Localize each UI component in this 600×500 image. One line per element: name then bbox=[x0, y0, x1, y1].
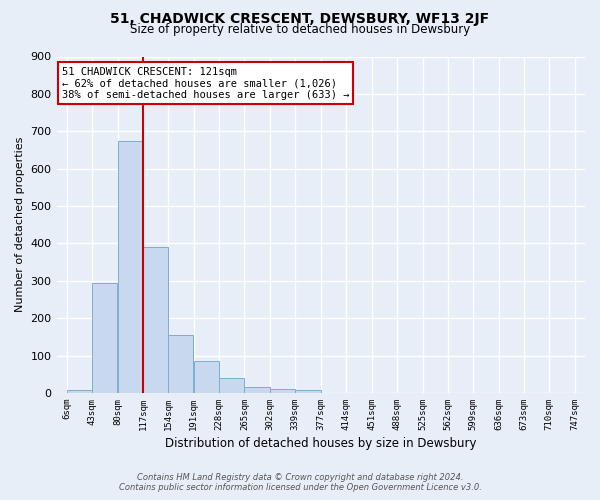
Text: 51, CHADWICK CRESCENT, DEWSBURY, WF13 2JF: 51, CHADWICK CRESCENT, DEWSBURY, WF13 2J… bbox=[110, 12, 490, 26]
Bar bbox=[244, 388, 269, 393]
Bar bbox=[143, 247, 168, 393]
Bar bbox=[169, 335, 193, 393]
Bar bbox=[67, 390, 92, 393]
Text: Size of property relative to detached houses in Dewsbury: Size of property relative to detached ho… bbox=[130, 22, 470, 36]
Text: Contains HM Land Registry data © Crown copyright and database right 2024.
Contai: Contains HM Land Registry data © Crown c… bbox=[119, 473, 481, 492]
Bar bbox=[92, 282, 118, 393]
Bar bbox=[194, 361, 219, 393]
Bar bbox=[219, 378, 244, 393]
Y-axis label: Number of detached properties: Number of detached properties bbox=[15, 137, 25, 312]
Text: 51 CHADWICK CRESCENT: 121sqm
← 62% of detached houses are smaller (1,026)
38% of: 51 CHADWICK CRESCENT: 121sqm ← 62% of de… bbox=[62, 66, 349, 100]
Bar bbox=[118, 140, 143, 393]
Bar bbox=[295, 390, 321, 393]
Bar bbox=[270, 389, 295, 393]
X-axis label: Distribution of detached houses by size in Dewsbury: Distribution of detached houses by size … bbox=[165, 437, 476, 450]
